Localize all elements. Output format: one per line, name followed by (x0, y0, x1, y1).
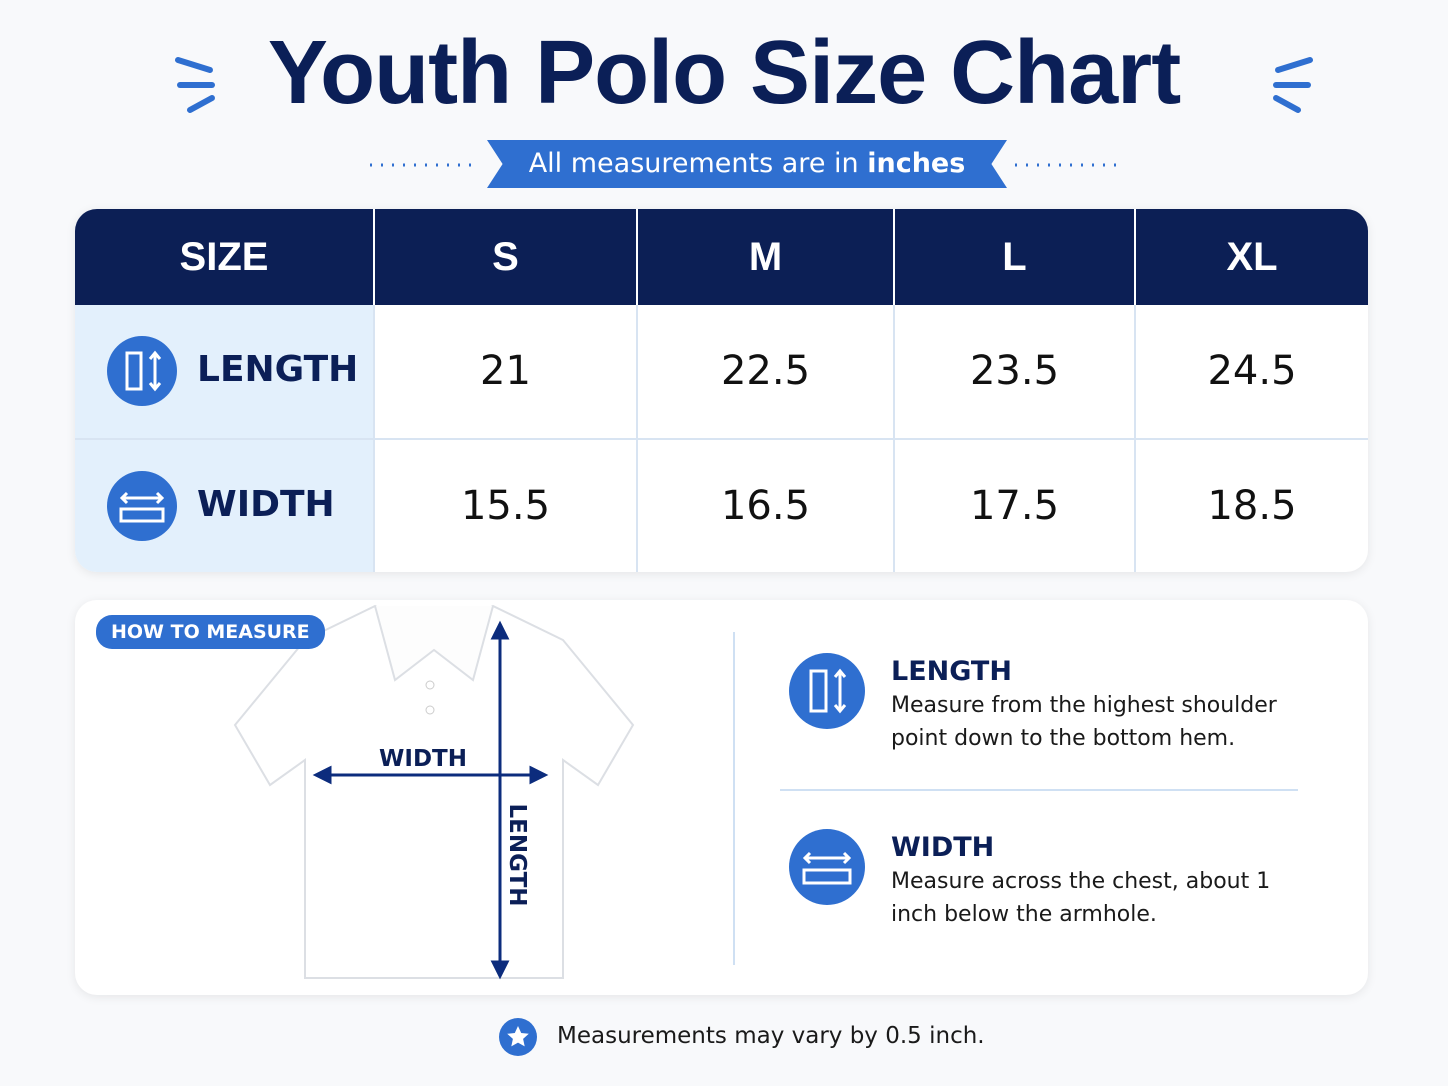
width-label: WIDTH (379, 746, 467, 772)
cell: 16.5 (637, 438, 895, 572)
row: WIDTH 15.5 16.5 17.5 18.5 (75, 438, 1368, 572)
row-label-text: WIDTH (197, 483, 335, 525)
cell: 15.5 (374, 438, 638, 572)
cell: 23.5 (894, 305, 1136, 440)
size-table-card: SIZE S M L XL LENGTH 21 22.5 23.5 24.5 W… (75, 209, 1368, 572)
length-icon (107, 336, 177, 407)
header-cell: SIZE (75, 209, 375, 306)
star-icon (499, 1018, 537, 1056)
subtitle-emphasis: inches (867, 148, 966, 179)
header-row: SIZE S M L XL (75, 209, 1368, 306)
item-text: Measure across the chest, about 1 inch b… (891, 869, 1271, 927)
row: LENGTH 21 22.5 23.5 24.5 (75, 305, 1368, 440)
footnote: Measurements may vary by 0.5 inch. (557, 1023, 985, 1049)
header-cell: S (374, 209, 638, 306)
header-cell: L (894, 209, 1136, 306)
badge: HOW TO MEASURE (96, 615, 325, 649)
item-text: Measure from the highest shoulder point … (891, 693, 1277, 751)
item-title: WIDTH (891, 832, 995, 863)
dots (370, 163, 1125, 167)
row-label-text: LENGTH (197, 349, 359, 391)
title-spark (175, 57, 215, 113)
cell: 18.5 (1207, 482, 1297, 529)
cell: 22.5 (637, 305, 895, 440)
row-label: LENGTH (75, 305, 375, 440)
cell: 24.5 (1135, 305, 1368, 440)
header-cell: M (637, 209, 895, 306)
subtitle: All measurements are in inches (487, 140, 1007, 188)
length-icon (789, 653, 865, 729)
divider (733, 632, 735, 965)
guide-item: WIDTH Measure across the chest, about 1 i… (891, 832, 1291, 931)
header-cell: XL (1135, 209, 1368, 306)
cell: 17.5 (894, 438, 1136, 572)
guide-item: LENGTH Measure from the highest shoulder … (891, 656, 1291, 755)
title-spark (1273, 57, 1313, 113)
divider (780, 789, 1298, 791)
row-label: WIDTH (75, 438, 375, 572)
title: Youth Polo Size Chart (267, 23, 1181, 123)
size-table: SIZE S M L XL LENGTH 21 22.5 23.5 24.5 W… (75, 209, 1368, 572)
width-icon (107, 470, 177, 541)
width-icon (789, 829, 865, 905)
shirt-diagram: WIDTH LENGTH (233, 604, 635, 980)
cell: 21 (374, 305, 638, 440)
length-label: LENGTH (504, 803, 530, 906)
subtitle-text: All measurements are in (528, 148, 859, 179)
item-title: LENGTH (891, 656, 1012, 687)
